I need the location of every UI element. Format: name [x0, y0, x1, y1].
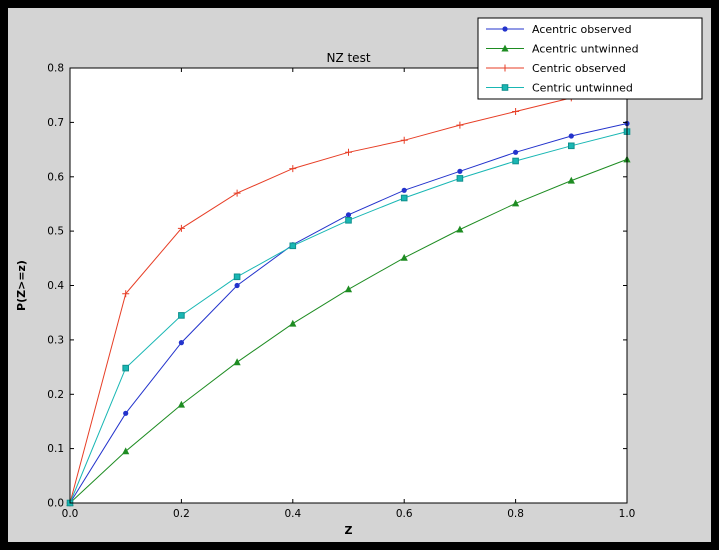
x-axis-label: Z	[345, 524, 353, 537]
marker-square-icon	[512, 157, 519, 165]
marker-square-icon	[400, 194, 408, 202]
x-tick-label: 1.0	[619, 508, 636, 520]
legend-item-centric-untwinned: Centric untwinned	[486, 82, 633, 95]
marker-square-icon	[345, 217, 352, 224]
marker-triangle-icon	[177, 400, 185, 408]
marker-square-icon	[501, 84, 509, 91]
marker-square-icon	[233, 273, 241, 281]
marker-square-icon	[178, 312, 185, 319]
marker-plus-icon	[177, 224, 185, 232]
y-tick-label: 0.2	[47, 389, 64, 401]
marker-circle-icon	[345, 212, 352, 218]
marker-triangle-icon	[567, 176, 575, 184]
legend-label: Acentric untwinned	[532, 43, 639, 56]
legend-box	[477, 17, 703, 100]
x-tick-label: 0.0	[62, 508, 79, 520]
marker-plus-icon	[233, 189, 241, 197]
y-tick-label: 0.6	[47, 171, 64, 183]
marker-plus-icon	[512, 108, 520, 115]
legend-label: Acentric observed	[532, 23, 632, 36]
legend-label: Centric observed	[532, 62, 626, 75]
x-tick-label: 0.6	[396, 508, 413, 520]
marker-circle-icon	[178, 340, 184, 346]
y-tick-label: 0.7	[47, 117, 64, 129]
marker-triangle-icon	[501, 44, 509, 52]
marker-circle-icon	[123, 410, 129, 416]
y-tick-label: 0.5	[47, 226, 64, 238]
marker-square-icon	[456, 175, 464, 182]
marker-plus-icon	[289, 165, 297, 173]
marker-triangle-icon	[400, 253, 408, 261]
marker-square-icon	[289, 242, 297, 250]
marker-circle-icon	[513, 149, 519, 155]
marker-triangle-icon	[512, 199, 520, 207]
marker-triangle-icon	[344, 285, 353, 293]
x-tick-label: 0.4	[284, 508, 301, 520]
marker-triangle-icon	[289, 319, 297, 327]
marker-circle-icon	[234, 282, 240, 289]
legend-item-centric-observed: Centric observed	[486, 62, 626, 75]
legend: Acentric observed Acentric untwinned Centr…	[477, 17, 703, 100]
marker-triangle-icon	[456, 225, 464, 233]
marker-plus-icon	[122, 290, 130, 298]
legend-item-acentric-observed: Acentric observed	[486, 23, 632, 36]
marker-circle-icon	[401, 187, 407, 193]
marker-plus-icon	[456, 121, 464, 129]
legend-label: Centric untwinned	[532, 82, 633, 95]
y-axis-label: P(Z>=z)	[15, 260, 28, 311]
y-tick-label: 0.4	[47, 280, 64, 292]
y-tick-label: 0.1	[47, 443, 64, 455]
marker-square-icon	[122, 364, 130, 372]
chart-title: NZ test	[326, 51, 370, 65]
y-tick-label: 0.0	[47, 498, 64, 510]
marker-plus-icon	[345, 148, 352, 156]
marker-square-icon	[568, 142, 575, 150]
y-tick-label: 0.8	[47, 63, 64, 75]
marker-plus-icon	[501, 64, 509, 72]
x-tick-label: 0.2	[173, 508, 190, 520]
y-tick-label: 0.3	[47, 334, 64, 346]
nz-test-chart: 0.0 0.2 0.4 0.6 0.8 1.0 0.0 0.1 0.2 0.3 0.4 0.5 0.6 0…	[15, 17, 703, 537]
legend-item-acentric-untwinned: Acentric untwinned	[486, 43, 639, 56]
marker-plus-icon	[400, 136, 408, 144]
x-tick-label: 0.8	[507, 508, 524, 520]
marker-triangle-icon	[233, 358, 241, 366]
marker-triangle-icon	[122, 447, 130, 455]
marker-circle-icon	[457, 168, 463, 174]
series-markers-centric-untwinned	[66, 128, 631, 507]
marker-circle-icon	[568, 133, 574, 139]
figure: 0.0 0.2 0.4 0.6 0.8 1.0 0.0 0.1 0.2 0.3 0.4 0.5 0.6 0…	[8, 8, 711, 542]
marker-circle-icon	[502, 26, 508, 32]
